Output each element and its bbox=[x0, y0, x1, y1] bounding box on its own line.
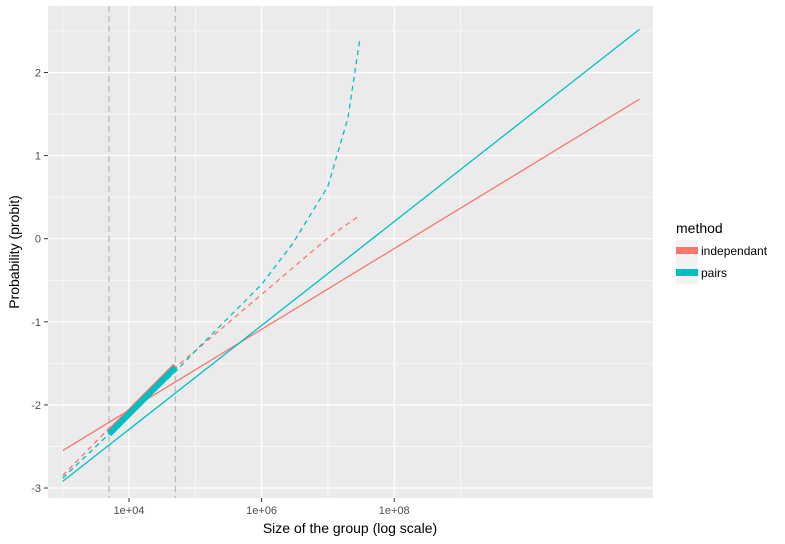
y-tick-label: 0 bbox=[35, 234, 41, 246]
legend-label-pairs: pairs bbox=[701, 266, 727, 280]
y-tick-label: -2 bbox=[31, 400, 41, 412]
x-tick-label: 1e+06 bbox=[246, 505, 277, 517]
series-pairs-thick-line bbox=[106, 365, 178, 437]
y-axis-title: Probability (probit) bbox=[6, 195, 22, 309]
x-tick-label: 1e+04 bbox=[114, 505, 145, 517]
legend-swatch-pairs bbox=[676, 269, 698, 276]
plot-background bbox=[48, 6, 653, 498]
y-tick-label: 1 bbox=[35, 151, 41, 163]
minor-gridlines bbox=[48, 6, 653, 498]
y-tick-label: 2 bbox=[35, 67, 41, 79]
y-axis: -3 -2 -1 0 1 2 bbox=[31, 67, 48, 495]
series-pairs-solid-line bbox=[62, 28, 640, 482]
legend-title: method bbox=[676, 220, 723, 236]
legend-label-independant: independant bbox=[701, 244, 768, 258]
x-axis-title: Size of the group (log scale) bbox=[263, 520, 437, 536]
legend-swatch-independant bbox=[676, 247, 698, 254]
legend-item-independant: independant bbox=[676, 240, 768, 262]
y-tick-label: -1 bbox=[31, 317, 41, 329]
major-gridlines bbox=[48, 6, 653, 498]
legend-item-pairs: pairs bbox=[676, 262, 727, 284]
x-tick-label: 1e+08 bbox=[379, 505, 410, 517]
reference-vlines bbox=[108, 6, 177, 498]
x-axis: 1e+04 1e+06 1e+08 bbox=[114, 498, 410, 517]
series-layer bbox=[62, 28, 640, 482]
y-tick-label: -3 bbox=[31, 483, 41, 495]
legend: method independant pairs bbox=[676, 220, 768, 284]
series-independant-solid-line bbox=[62, 98, 640, 452]
